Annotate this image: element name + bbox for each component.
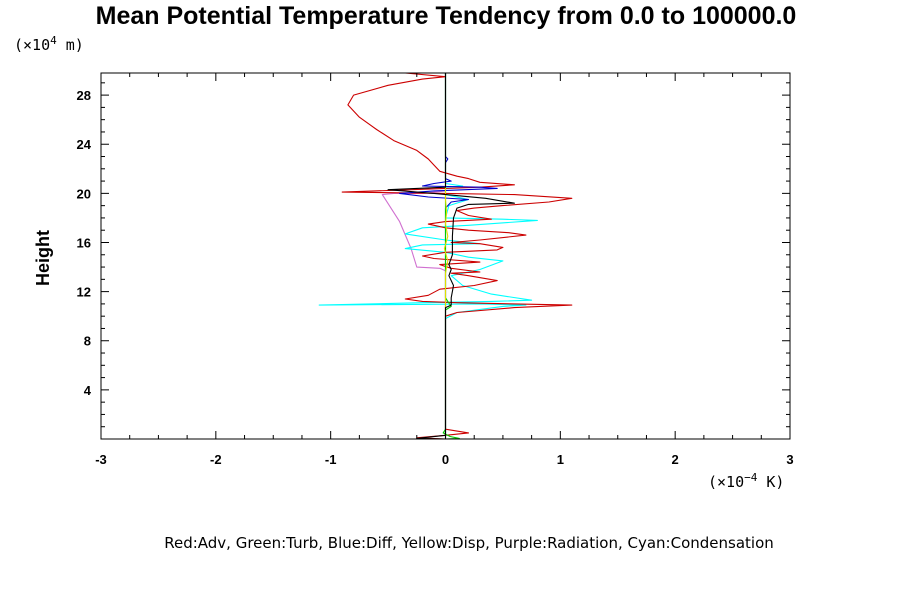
x-tick-label: 2 [672, 452, 679, 467]
series-line-disp [443, 73, 449, 439]
y-tick-label: 24 [77, 137, 92, 152]
x-tick-label: 0 [442, 452, 449, 467]
x-axis-units: (×10−4 K) [708, 471, 784, 491]
y-tick-label: 8 [84, 334, 91, 349]
series-line-diff [399, 73, 498, 439]
series-line-radiation [381, 73, 447, 439]
y-tick-label: 4 [84, 383, 92, 398]
y-axis-label: Height [33, 230, 53, 286]
x-tick-label: -1 [325, 452, 337, 467]
y-tick-label: 20 [77, 186, 91, 201]
legend-text: Red:Adv, Green:Turb, Blue:Diff, Yellow:D… [164, 534, 774, 552]
x-tick-label: 3 [786, 452, 793, 467]
series-group [318, 72, 573, 440]
y-axis-units: (×104 m) [14, 34, 84, 54]
x-tick-label: -3 [95, 452, 107, 467]
x-tick-label: -2 [210, 452, 222, 467]
series-line-condensation [318, 73, 538, 439]
y-axis-ticks: 4 8 12 16 20 24 28 [77, 82, 790, 428]
y-tick-label: 12 [77, 285, 91, 300]
y-tick-label: 16 [77, 235, 91, 250]
y-tick-label: 28 [77, 88, 91, 103]
x-tick-label: 1 [557, 452, 564, 467]
x-axis-ticks: -3 -2 -1 0 1 2 3 [95, 73, 794, 467]
series-line-adv [341, 72, 573, 440]
chart-title: Mean Potential Temperature Tendency from… [96, 2, 797, 30]
series-line-total [387, 73, 515, 440]
